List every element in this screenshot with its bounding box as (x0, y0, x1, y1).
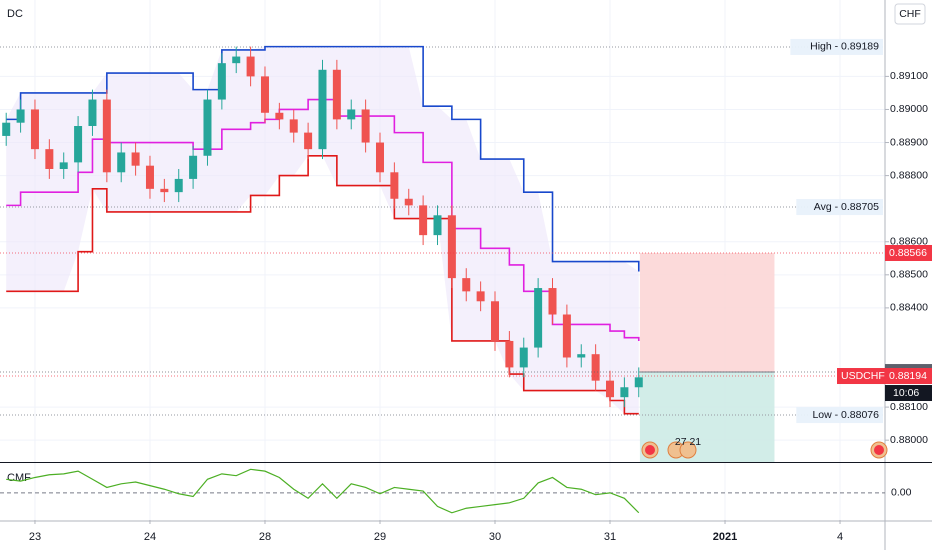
candle-body (246, 56, 255, 77)
annotation-label: Low - 0.88076 (812, 409, 879, 421)
price-tag (885, 244, 932, 261)
x-tick-label: 31 (604, 531, 616, 543)
candle-body (375, 142, 384, 173)
y-tick-label: 0.88400 (890, 302, 928, 314)
candle-body (160, 188, 169, 193)
candle-body (88, 99, 97, 126)
candle-body (189, 155, 198, 179)
annotation-box (796, 407, 883, 424)
indicator-title: DC (7, 8, 23, 20)
x-tick-label: 30 (489, 531, 501, 543)
candle-body (390, 172, 399, 199)
symbol-tag (837, 368, 885, 385)
y-tick-label: 0.89000 (890, 103, 928, 115)
candle-body (606, 380, 615, 398)
target-zone (639, 372, 775, 462)
annotation-box (790, 38, 883, 55)
countdown-label: 10:06 (893, 387, 919, 399)
cmf-tick-label: 0.00 (891, 487, 912, 499)
x-tick-label: 24 (144, 531, 156, 543)
candle-body (45, 149, 54, 169)
candle-body (447, 215, 456, 279)
candle-body (462, 278, 471, 292)
y-tick-label: 0.88600 (890, 236, 928, 248)
y-tick-label: 0.88000 (890, 434, 928, 446)
candle-body (519, 347, 528, 368)
candle-body (131, 152, 140, 166)
y-tick-label: 0.88100 (890, 401, 928, 413)
candle-body (289, 119, 298, 133)
x-tick-label: 28 (259, 531, 271, 543)
candle-body (591, 354, 600, 381)
candle-body (217, 63, 226, 100)
candle-body (347, 109, 356, 120)
channel-fill (6, 46, 639, 414)
y-tick-label: 0.89100 (890, 70, 928, 82)
currency-label[interactable]: CHF (899, 8, 921, 20)
annotation-label: High - 0.89189 (810, 41, 879, 53)
price-tag-label: 0.88194 (889, 370, 927, 382)
annotation-box (796, 199, 883, 216)
candle-body (634, 377, 643, 388)
candle-body (275, 112, 284, 120)
x-tick-label: 23 (29, 531, 41, 543)
candle-body (232, 56, 241, 64)
candle-body (491, 301, 500, 341)
candle-body (145, 165, 154, 189)
price-tag (885, 368, 932, 385)
cmf-title: CMF (7, 472, 31, 484)
candle-body (419, 205, 428, 236)
candle-body (74, 126, 83, 163)
candle-body (404, 198, 413, 206)
candle-body (102, 99, 111, 173)
x-tick-label: 2021 (713, 531, 737, 543)
y-tick-label: 0.88800 (890, 169, 928, 181)
y-tick-label: 0.88900 (890, 136, 928, 148)
candle-body (117, 152, 126, 173)
annotation-label: Avg - 0.88705 (814, 201, 879, 213)
candle-body (332, 69, 341, 120)
candle-body (203, 99, 212, 156)
candle-body (174, 178, 183, 193)
x-tick-label: 29 (374, 531, 386, 543)
candle-body (304, 132, 313, 150)
stop-zone (639, 252, 775, 373)
candle-body (361, 109, 370, 143)
candle-body (433, 215, 442, 236)
y-tick-label: 0.88500 (890, 269, 928, 281)
candle-body (59, 162, 68, 169)
channel-line (6, 45, 640, 272)
x-tick-label: 4 (837, 531, 843, 543)
event-text: 27 21 (675, 436, 701, 448)
price-tag-label: 0.88566 (889, 247, 927, 259)
cmf-line (6, 468, 640, 514)
candle-body (577, 354, 586, 358)
currency-button[interactable] (894, 3, 926, 25)
countdown-tag (885, 385, 932, 402)
candle-body (476, 291, 485, 302)
candle-body (2, 122, 11, 136)
candle-body (620, 387, 629, 398)
candle-body (16, 109, 25, 123)
symbol-label: USDCHF (841, 370, 885, 382)
candle-body (505, 340, 514, 368)
candle-body (562, 314, 571, 358)
candle-body (260, 76, 269, 113)
candle-body (534, 288, 543, 348)
candle-body (548, 288, 557, 315)
candle-body (30, 109, 39, 150)
event-icons (641, 441, 888, 459)
candle-body (318, 69, 327, 150)
channel-line (6, 154, 639, 415)
main-pane: High - 0.89189 Avg - 0.88705 Low - 0.88076 (0, 38, 885, 462)
